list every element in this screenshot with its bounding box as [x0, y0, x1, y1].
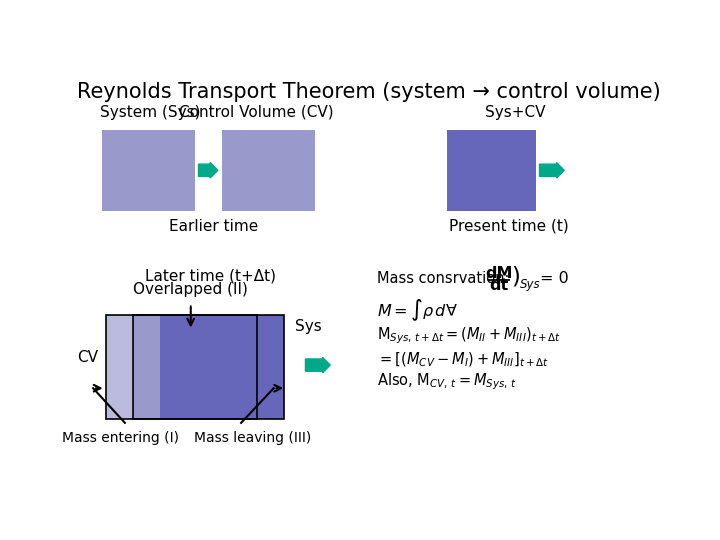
Bar [106, 315, 256, 419]
Bar [132, 315, 284, 419]
Text: Sys: Sys [295, 319, 322, 334]
Text: $M = \int \rho \, d\forall$: $M = \int \rho \, d\forall$ [377, 297, 458, 322]
Text: Mass consrvation:: Mass consrvation: [377, 272, 514, 286]
Text: $= [(M_{CV} - M_{I}) + M_{III}]_{t+\Delta t}$: $= [(M_{CV} - M_{I}) + M_{III}]_{t+\Delt… [377, 350, 549, 369]
Text: Mass leaving (III): Mass leaving (III) [194, 430, 311, 444]
Text: Also, $\mathrm{M}_{CV,\,t} = M_{Sys,\,t}$: Also, $\mathrm{M}_{CV,\,t} = M_{Sys,\,t}… [377, 372, 517, 393]
Text: $\mathrm{M}_{Sys,\,t+\Delta t} = (M_{II} + M_{III})_{t+\Delta t}$: $\mathrm{M}_{Sys,\,t+\Delta t} = (M_{II}… [377, 326, 561, 346]
Bar [132, 315, 284, 419]
Text: Mass entering (I): Mass entering (I) [63, 430, 179, 444]
Text: Overlapped (II): Overlapped (II) [133, 282, 248, 297]
Bar [446, 130, 536, 211]
Text: Later time (t+Δt): Later time (t+Δt) [145, 269, 276, 284]
Text: dM: dM [485, 266, 513, 281]
Bar [102, 130, 194, 211]
Text: dt: dt [490, 278, 509, 293]
Bar [106, 315, 256, 419]
Text: ): ) [512, 266, 521, 289]
Text: Sys+CV: Sys+CV [485, 105, 546, 120]
Bar [222, 130, 315, 211]
Bar [132, 315, 160, 419]
Text: System (Sys): System (Sys) [100, 105, 201, 120]
FancyArrow shape [199, 163, 218, 178]
FancyArrow shape [305, 357, 330, 373]
Text: Present time (t): Present time (t) [449, 219, 568, 234]
Text: Control Volume (CV): Control Volume (CV) [179, 105, 334, 120]
Text: CV: CV [77, 350, 98, 365]
Text: Sys: Sys [520, 278, 541, 291]
Text: = 0: = 0 [539, 271, 568, 286]
Text: Reynolds Transport Theorem (system → control volume): Reynolds Transport Theorem (system → con… [77, 82, 661, 102]
Text: Earlier time: Earlier time [169, 219, 258, 234]
FancyArrow shape [539, 163, 564, 178]
